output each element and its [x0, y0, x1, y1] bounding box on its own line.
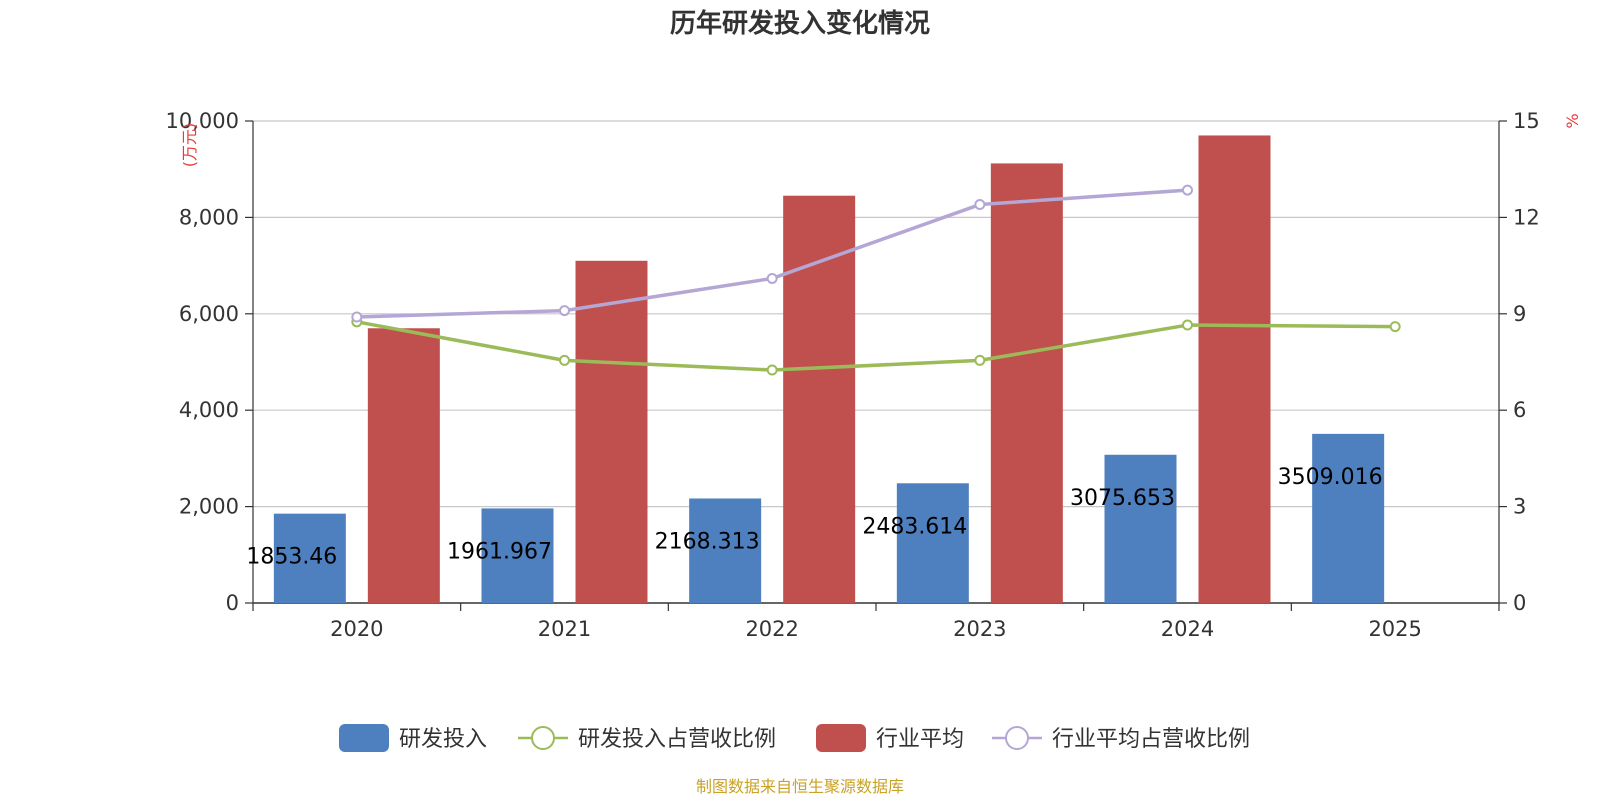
x-tick-label: 2023	[953, 617, 1006, 641]
bar	[990, 163, 1063, 603]
x-tick-label: 2025	[1368, 617, 1421, 641]
legend-label: 行业平均	[876, 727, 964, 752]
line-point	[974, 199, 986, 211]
bar	[689, 498, 762, 603]
bar	[783, 195, 856, 603]
data-label: 1961.967	[447, 539, 552, 564]
x-tick-label: 2020	[330, 617, 383, 641]
bar	[896, 483, 969, 603]
legend-label: 行业平均占营收比例	[1052, 727, 1250, 752]
y-right-tick-label: 3	[1513, 495, 1526, 519]
y-right-tick-label: 6	[1513, 398, 1526, 422]
line-point	[1389, 321, 1401, 333]
x-tick-label: 2021	[538, 617, 591, 641]
bar	[575, 260, 648, 603]
data-label: 2483.614	[862, 514, 967, 539]
bar	[1104, 454, 1177, 603]
axis-layer: 0 2,000 4,000 6,000 8,000 10,000 0 3 6 9 12 15 (万元)%…	[166, 109, 1582, 641]
line-point	[766, 272, 778, 284]
line-point	[1182, 319, 1193, 331]
line-point	[559, 305, 570, 317]
y-right-tick-label: 12	[1513, 205, 1540, 229]
line-point	[766, 364, 778, 376]
bar	[367, 328, 440, 603]
y-right-tick-label: 0	[1513, 591, 1526, 615]
y-left-tick-label: 6,000	[179, 302, 239, 326]
series-line	[356, 188, 1188, 319]
legend-swatch-marker	[531, 726, 555, 750]
data-label: 1853.46	[246, 545, 337, 570]
legend-swatch-marker	[1005, 726, 1029, 750]
y-left-unit: (万元)	[180, 123, 199, 168]
data-label: 2168.313	[655, 529, 760, 554]
bar	[1198, 135, 1271, 603]
bar	[273, 513, 346, 603]
chart-title: 历年研发投入变化情况	[670, 8, 930, 39]
line-point	[559, 354, 570, 366]
y-left-tick-label: 2,000	[179, 495, 239, 519]
y-left-tick-label: 4,000	[179, 398, 239, 422]
y-right-unit: %	[1563, 113, 1582, 128]
line-point	[351, 311, 363, 323]
line-layer	[351, 184, 1401, 376]
legend: 研发投入 研发投入占营收比例 行业平均 行业平均占营收比例	[339, 724, 1250, 752]
x-tick-label: 2024	[1161, 617, 1214, 641]
bar	[481, 508, 554, 603]
line-point	[974, 354, 986, 366]
legend-swatch	[339, 724, 389, 752]
legend-swatch	[816, 724, 866, 752]
y-left-tick-label: 0	[226, 591, 239, 615]
data-label: 3075.653	[1070, 486, 1175, 511]
bar-layer	[273, 135, 1385, 603]
y-left-tick-label: 8,000	[179, 205, 239, 229]
y-left-tick-label: 10,000	[166, 109, 239, 133]
series-line	[356, 320, 1396, 372]
data-label: 3509.016	[1278, 465, 1383, 490]
x-tick-label: 2022	[745, 617, 798, 641]
legend-label: 研发投入占营收比例	[578, 727, 776, 752]
y-right-tick-label: 15	[1513, 109, 1540, 133]
bar	[1312, 433, 1385, 603]
label-layer: 1853.46 1961.967 2168.313 2483.614 3075.653 3…	[246, 465, 1382, 570]
y-right-tick-label: 9	[1513, 302, 1526, 326]
legend-label: 研发投入	[399, 727, 487, 752]
source-note: 制图数据来自恒生聚源数据库	[696, 777, 904, 796]
line-point	[1182, 184, 1193, 196]
